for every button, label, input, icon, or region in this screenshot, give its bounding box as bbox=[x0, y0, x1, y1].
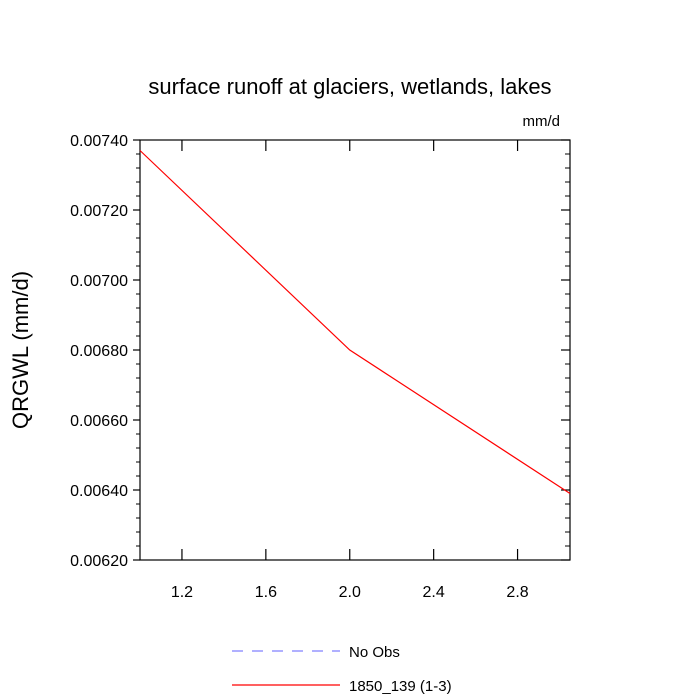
y-tick-label: 0.00700 bbox=[70, 273, 128, 290]
legend-label-no-obs: No Obs bbox=[349, 644, 400, 661]
legend-label-1850-139: 1850_139 (1-3) bbox=[349, 678, 452, 695]
y-tick-label: 0.00680 bbox=[70, 343, 128, 360]
legend: No Obs 1850_139 (1-3) bbox=[232, 644, 452, 695]
chart-title: surface runoff at glaciers, wetlands, la… bbox=[148, 74, 551, 99]
x-tick-labels: 1.2 1.6 2.0 2.4 2.8 bbox=[171, 584, 529, 601]
y-tick-labels: 0.00620 0.00640 0.00660 0.00680 0.00700 0.007… bbox=[70, 133, 128, 570]
axis-ticks bbox=[133, 139, 570, 561]
x-tick-label: 2.8 bbox=[506, 584, 528, 601]
series-lines bbox=[139, 150, 571, 495]
series-line-1850-139-1-3 bbox=[139, 150, 571, 495]
x-tick-label: 1.2 bbox=[171, 584, 193, 601]
x-tick-label: 2.0 bbox=[339, 584, 361, 601]
plot-frame bbox=[139, 139, 571, 561]
x-tick-label: 1.6 bbox=[255, 584, 277, 601]
y-tick-label: 0.00620 bbox=[70, 553, 128, 570]
y-tick-label: 0.00640 bbox=[70, 483, 128, 500]
x-tick-label: 2.4 bbox=[423, 584, 445, 601]
y-tick-label: 0.00720 bbox=[70, 203, 128, 220]
y-tick-label: 0.00740 bbox=[70, 133, 128, 150]
y-tick-label: 0.00660 bbox=[70, 413, 128, 430]
y-axis-label: QRGWL (mm/d) bbox=[8, 271, 33, 429]
units-label: mm/d bbox=[523, 113, 561, 130]
